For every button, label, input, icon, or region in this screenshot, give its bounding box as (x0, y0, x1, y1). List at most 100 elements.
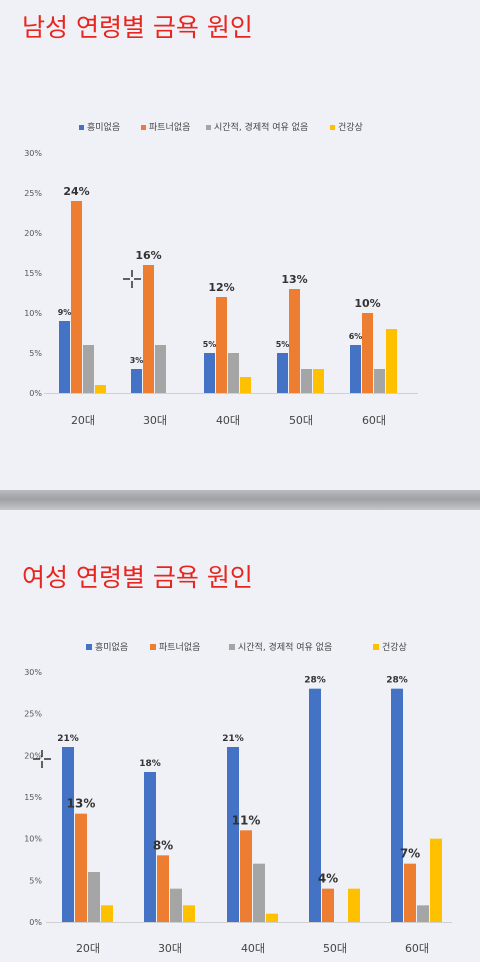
female-bar-0-4 (391, 688, 403, 922)
male-data-label: 5% (203, 340, 217, 349)
female-bar-0-2 (227, 747, 239, 922)
male-bar-1-2 (216, 297, 227, 393)
slide-divider (0, 490, 480, 510)
female-data-label: 18% (139, 759, 161, 769)
female-y-tick-label: 20% (24, 751, 42, 760)
female-data-label: 7% (400, 847, 420, 861)
male-bar-2-1 (155, 345, 166, 393)
female-legend-label-0: 흥미없음 (95, 641, 128, 653)
male-y-tick-label: 10% (24, 309, 42, 318)
male-category-label: 50대 (289, 414, 313, 427)
female-y-tick-label: 0% (29, 918, 42, 927)
female-bar-3-3 (348, 888, 360, 922)
female-bar-1-1 (157, 855, 169, 922)
female-bar-2-1 (170, 888, 182, 922)
female-y-tick-label: 25% (24, 710, 42, 719)
male-data-label: 24% (63, 185, 89, 198)
male-bar-2-4 (374, 369, 385, 393)
male-data-label: 12% (208, 281, 234, 294)
male-legend-label-2: 시간적, 경제적 여유 없음 (214, 121, 308, 133)
female-data-label: 13% (67, 797, 96, 811)
male-bar-3-3 (313, 369, 324, 393)
female-chart-title: 여성 연령별 금욕 원인 (22, 563, 253, 592)
male-bar-1-0 (71, 201, 82, 393)
female-legend-label-3: 건강상 (382, 642, 407, 653)
female-data-label: 28% (386, 676, 408, 686)
male-bar-0-1 (131, 369, 142, 393)
male-chart: 흥미없음 파트너없음 시간적, 경제적 여유 없음 건강상 0% 5% 10% 15% 20% 2… (24, 121, 418, 427)
male-y-tick-label: 5% (29, 349, 42, 358)
female-y-tick-label: 5% (29, 876, 42, 885)
male-y-tick-label: 30% (24, 149, 42, 158)
male-data-label: 9% (58, 308, 72, 317)
female-legend-label-2: 시간적, 경제적 여유 없음 (238, 641, 332, 653)
male-bar-0-0 (59, 321, 70, 393)
female-legend-label-1: 파트너없음 (159, 642, 200, 653)
female-legend-swatch-0 (86, 644, 92, 650)
male-data-label: 10% (354, 297, 380, 310)
male-y-tick-label: 0% (29, 389, 42, 398)
female-bar-3-2 (266, 913, 278, 922)
female-bar-2-4 (417, 905, 429, 922)
female-bar-0-3 (309, 688, 321, 922)
male-bar-2-0 (83, 345, 94, 393)
female-category-label: 60대 (405, 942, 429, 955)
female-y-tick-label: 15% (24, 793, 42, 802)
male-category-label: 40대 (216, 414, 240, 427)
female-category-label: 50대 (323, 942, 347, 955)
female-bar-2-2 (253, 863, 265, 922)
female-bar-1-2 (240, 830, 252, 922)
female-data-label: 11% (232, 813, 261, 827)
female-chart: 흥미없음 파트너없음 시간적, 경제적 여유 없음 건강상 0% 5% 10% 15% 20% 2… (24, 641, 452, 955)
male-legend-swatch-0 (79, 125, 84, 130)
female-category-label: 20대 (76, 942, 100, 955)
male-chart-panel: 남성 연령별 금욕 원인 흥미없음 파트너없음 시간적, 경제적 여유 없음 건강상 0… (22, 13, 418, 427)
female-category-label: 30대 (158, 942, 182, 955)
male-bar-3-2 (240, 377, 251, 393)
female-data-label: 4% (318, 872, 338, 886)
male-category-label: 30대 (143, 414, 167, 427)
male-bar-0-4 (350, 345, 361, 393)
male-bar-3-0 (95, 385, 106, 393)
male-bar-1-4 (362, 313, 373, 393)
male-category-label: 20대 (71, 414, 95, 427)
male-data-label: 16% (135, 249, 161, 262)
male-bar-2-3 (301, 369, 312, 393)
male-data-label: 6% (349, 332, 363, 341)
male-y-tick-label: 15% (24, 269, 42, 278)
female-bar-1-4 (404, 863, 416, 922)
female-bar-1-3 (322, 888, 334, 922)
male-data-label: 5% (276, 340, 290, 349)
female-legend-swatch-3 (373, 644, 379, 650)
female-y-tick-label: 30% (24, 668, 42, 677)
male-data-label: 13% (281, 273, 307, 286)
female-legend-swatch-2 (229, 644, 235, 650)
male-legend-swatch-3 (330, 125, 335, 130)
male-legend-label-0: 흥미없음 (87, 121, 120, 133)
female-bar-1-0 (75, 813, 87, 922)
male-data-label: 3% (130, 356, 144, 365)
male-legend-label-3: 건강상 (338, 122, 363, 133)
male-chart-title: 남성 연령별 금욕 원인 (22, 13, 253, 42)
crosshair-cursor-icon (33, 750, 51, 768)
female-chart-panel: 여성 연령별 금욕 원인 흥미없음 파트너없음 시간적, 경제적 여유 없음 건강상 0… (0, 510, 480, 962)
male-legend-label-1: 파트너없음 (149, 122, 190, 133)
male-bar-0-2 (204, 353, 215, 393)
female-bar-0-0 (62, 747, 74, 922)
female-data-label: 28% (304, 676, 326, 686)
male-bar-0-3 (277, 353, 288, 393)
male-y-tick-label: 20% (24, 229, 42, 238)
female-data-label: 8% (153, 838, 173, 852)
male-category-label: 60대 (362, 414, 386, 427)
female-data-label: 21% (57, 734, 79, 744)
female-legend-swatch-1 (150, 644, 156, 650)
male-bar-2-2 (228, 353, 239, 393)
female-bar-3-4 (430, 838, 442, 922)
male-bar-1-3 (289, 289, 300, 393)
female-bar-0-1 (144, 772, 156, 922)
male-bar-3-4 (386, 329, 397, 393)
male-legend-swatch-2 (206, 125, 211, 130)
male-y-tick-label: 25% (24, 189, 42, 198)
female-bar-3-0 (101, 905, 113, 922)
female-category-label: 40대 (241, 942, 265, 955)
